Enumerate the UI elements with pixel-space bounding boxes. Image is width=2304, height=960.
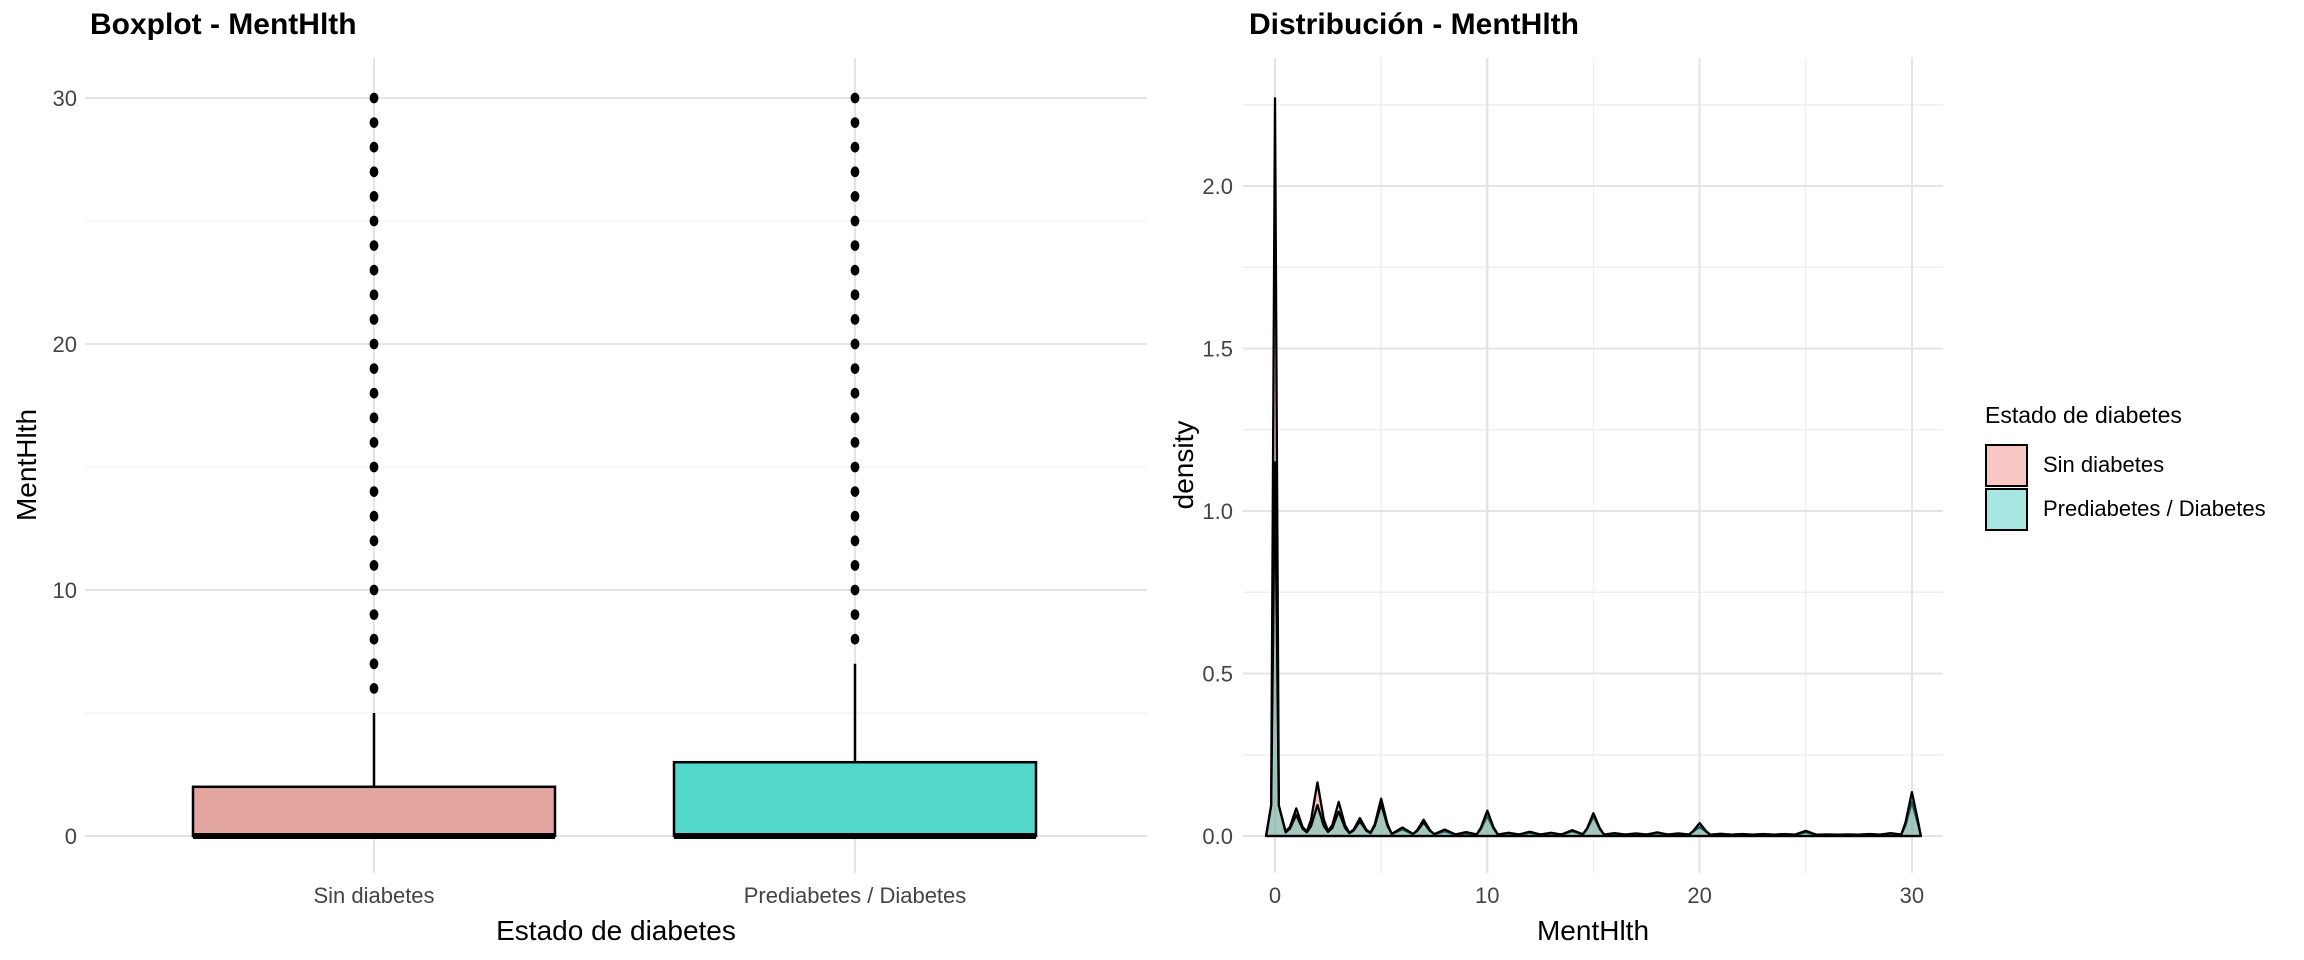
outlier-point <box>369 486 379 497</box>
outlier-point <box>369 117 379 128</box>
density-x-axis-title: MentHlth <box>1536 915 1650 946</box>
boxplot-canvas: 0 10 20 30 Sin diabetes Prediabetes / Diabete… <box>53 58 1147 908</box>
legend-title: Estado de diabetes <box>1985 402 2182 428</box>
outlier-point <box>850 461 860 473</box>
legend-item: Prediabetes / Diabetes <box>1985 487 2266 531</box>
x-tick-label: Prediabetes / Diabetes <box>744 883 967 908</box>
y-tick-label: 30 <box>53 86 77 111</box>
outlier-point <box>369 166 379 178</box>
box <box>672 760 1038 838</box>
outlier-point <box>850 166 860 178</box>
x-tick-label: Sin diabetes <box>313 883 434 908</box>
outlier-point <box>850 191 860 202</box>
y-tick-label: 0.0 <box>1202 824 1233 849</box>
outlier-point <box>369 535 379 547</box>
outlier-point <box>369 658 379 670</box>
outlier-point <box>850 117 860 128</box>
outlier-point <box>369 92 379 104</box>
outlier-point <box>850 264 860 276</box>
outlier-point <box>850 240 860 252</box>
legend-key-swatch <box>1985 487 2028 531</box>
y-tick-label: 20 <box>53 332 77 357</box>
density-y-axis-title: density <box>1168 420 1199 510</box>
legend-items: Sin diabetes Prediabetes / Diabetes <box>1985 443 2266 531</box>
outlier-point <box>850 510 860 522</box>
outlier-point <box>850 437 860 448</box>
x-tick-label: 10 <box>1475 883 1499 908</box>
density-curve <box>1264 461 1922 838</box>
box <box>191 785 557 838</box>
outlier-point <box>850 412 860 424</box>
outlier-point <box>850 584 860 596</box>
outlier-point <box>369 240 379 252</box>
legend-item: Sin diabetes <box>1985 443 2266 487</box>
outlier-point <box>850 560 860 571</box>
outlier-point <box>369 215 379 227</box>
outlier-point <box>850 387 860 399</box>
outlier-point <box>369 560 379 571</box>
y-tick-label: 1.0 <box>1202 499 1233 524</box>
y-tick-label: 0.5 <box>1202 662 1233 687</box>
outlier-point <box>369 633 379 645</box>
x-tick-label: 0 <box>1269 883 1281 908</box>
boxplot-figure: 0 10 20 30 Sin diabetes Prediabetes / Diabete… <box>0 0 1150 960</box>
outlier-point <box>850 215 860 227</box>
outlier-point <box>369 387 379 399</box>
outlier-point <box>369 338 379 350</box>
outlier-point <box>369 510 379 522</box>
median-line <box>193 833 555 839</box>
outlier-point <box>369 289 379 301</box>
density-title: Distribución - MentHlth <box>1249 8 1579 41</box>
boxplot-title: Boxplot - MentHlth <box>90 8 357 41</box>
outlier-point <box>850 535 860 547</box>
outlier-point <box>850 633 860 645</box>
outlier-point <box>369 609 379 620</box>
density-canvas: 0.0 0.5 1.0 1.5 2.0 0 10 20 30 <box>1202 58 1943 908</box>
outlier-point <box>850 141 860 153</box>
outlier-point <box>369 412 379 424</box>
outlier-point <box>850 92 860 104</box>
density-figure: 0.0 0.5 1.0 1.5 2.0 0 10 20 30 Distribución - Me… <box>1150 0 2304 960</box>
outlier-point <box>369 584 379 596</box>
outlier-point <box>850 486 860 497</box>
outlier-point <box>850 363 860 374</box>
legend-item-label: Sin diabetes <box>2043 452 2165 477</box>
y-tick-label: 1.5 <box>1202 337 1233 362</box>
y-tick-label: 10 <box>53 578 77 603</box>
legend-item-label: Prediabetes / Diabetes <box>2043 496 2266 521</box>
boxplot-x-axis-title: Estado de diabetes <box>496 915 736 946</box>
outlier-point <box>369 141 379 153</box>
y-tick-label: 2.0 <box>1202 174 1233 199</box>
legend: Estado de diabetes Sin diabetes Prediabet… <box>1985 402 2266 531</box>
outlier-point <box>369 461 379 473</box>
outlier-point <box>369 683 379 694</box>
outlier-point <box>850 314 860 325</box>
median-line <box>674 833 1036 839</box>
y-tick-label: 0 <box>65 824 77 849</box>
legend-key-swatch <box>1985 443 2028 487</box>
x-tick-label: 30 <box>1900 883 1924 908</box>
outlier-point <box>369 437 379 448</box>
x-tick-label: 20 <box>1687 883 1711 908</box>
outlier-point <box>369 264 379 276</box>
outlier-point <box>369 314 379 325</box>
outlier-point <box>850 289 860 301</box>
outlier-point <box>369 363 379 374</box>
outlier-point <box>369 191 379 202</box>
outlier-point <box>850 338 860 350</box>
boxplot-y-axis-title: MentHlth <box>11 408 42 522</box>
outlier-point <box>850 609 860 620</box>
